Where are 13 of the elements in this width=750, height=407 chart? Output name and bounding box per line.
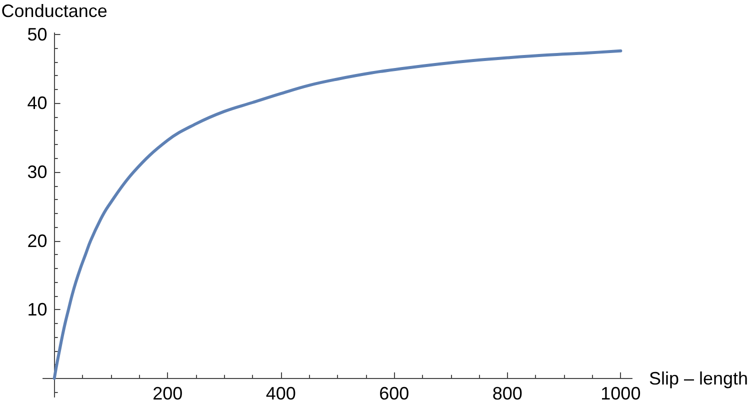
y-tick-label: 20 [27, 230, 48, 251]
y-tick-label: 40 [27, 93, 48, 114]
x-tick-label: 800 [492, 383, 522, 404]
y-axis-title: Conductance [1, 1, 108, 21]
y-tick-label: 10 [27, 300, 48, 320]
x-tick-label: 400 [266, 383, 296, 404]
y-tick-label: 50 [27, 24, 48, 44]
x-tick-label: 1000 [600, 383, 641, 404]
x-tick-label: 200 [152, 383, 183, 404]
x-tick-label: 600 [379, 383, 410, 404]
y-tick-label: 30 [27, 162, 48, 182]
line-series [52, 49, 622, 380]
x-axis-title: Slip – length [649, 368, 748, 388]
